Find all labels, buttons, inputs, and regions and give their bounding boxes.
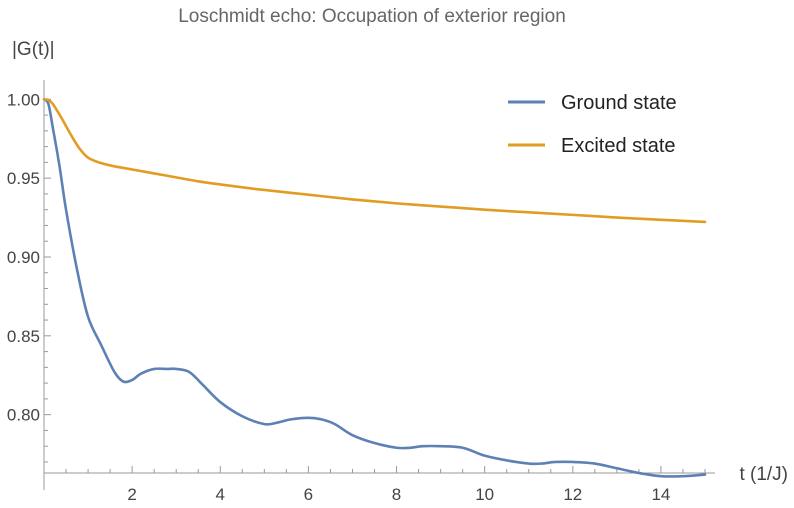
x-tick-label: 2 — [127, 485, 136, 504]
x-axis-label: t (1/J) — [739, 464, 788, 485]
y-tick-label: 1.00 — [7, 90, 40, 109]
x-tick-label: 12 — [563, 485, 582, 504]
x-tick-label: 14 — [651, 485, 670, 504]
x-tick-label: 4 — [216, 485, 225, 504]
series-line-ground-state — [42, 98, 707, 478]
y-tick-label: 0.95 — [7, 169, 40, 188]
chart-title: Loschmidt echo: Occupation of exterior r… — [178, 6, 566, 27]
legend-label: Ground state — [561, 92, 677, 114]
x-tick-label: 8 — [392, 485, 401, 504]
series-layer — [42, 98, 707, 478]
y-tick-label: 0.85 — [7, 327, 40, 346]
x-tick-label: 10 — [475, 485, 494, 504]
y-tick-label: 0.90 — [7, 248, 40, 267]
series-line-excited-state — [42, 98, 707, 224]
legend-label: Excited state — [561, 135, 676, 157]
axis-ticks: 2 4 6 8 10 12 14 1.00 0.95 0.90 0.85 0.80 — [7, 90, 706, 504]
y-tick-label: 0.80 — [7, 406, 40, 425]
y-axis-label: |G(t)| — [12, 39, 55, 60]
x-tick-label: 6 — [304, 485, 313, 504]
legend: Ground state Excited state — [508, 92, 677, 157]
